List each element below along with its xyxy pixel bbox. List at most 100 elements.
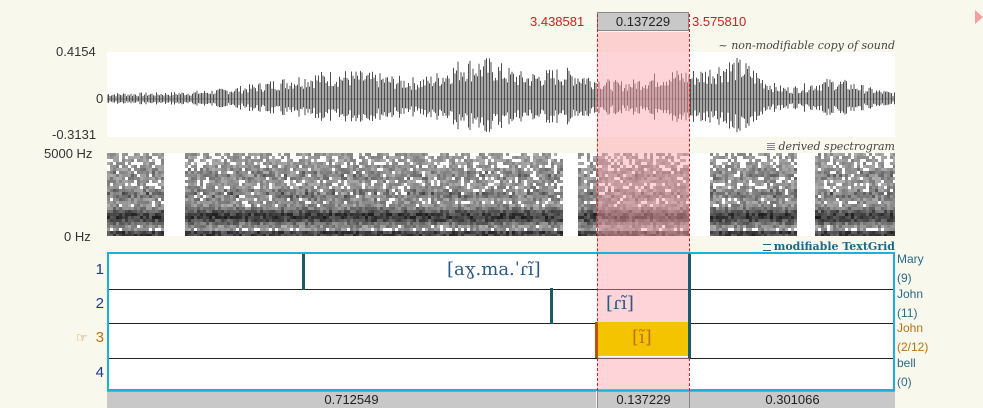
spectrogram-cell (479, 222, 482, 225)
spectrogram-cell (365, 177, 368, 180)
spectrogram-cell (221, 189, 224, 192)
spectrogram-cell (728, 171, 731, 174)
spectrogram-cell (215, 183, 218, 186)
spectrogram-cell (287, 156, 290, 159)
spectrogram-cell (731, 180, 734, 183)
scroll-right-marker-icon[interactable] (975, 10, 983, 24)
spectrogram-cell (725, 201, 728, 204)
spectrogram-cell (125, 168, 128, 171)
spectrogram-cell (332, 234, 335, 236)
spectrogram-cell (389, 231, 392, 234)
spectrogram-cell (518, 168, 521, 171)
spectrogram-cell (767, 174, 770, 177)
spectrogram-cell (371, 204, 374, 207)
spectrogram-cell (488, 159, 491, 162)
selection-duration-box[interactable]: 0.137229 (597, 12, 689, 31)
spectrogram-cell (206, 174, 209, 177)
spectrogram-cell (158, 207, 161, 210)
spectrogram-cell (392, 177, 395, 180)
spectrogram-cell (314, 204, 317, 207)
spectrogram-cell (728, 207, 731, 210)
spectrogram-cell (116, 186, 119, 189)
spectrogram-cell (245, 162, 248, 165)
spectrogram-cell (374, 174, 377, 177)
spectrogram-cell (410, 234, 413, 236)
spectrogram-cell (512, 180, 515, 183)
spectrogram-cell (476, 198, 479, 201)
spectrogram-cell (500, 183, 503, 186)
spectrogram-cell (203, 213, 206, 216)
spectrogram-cell (398, 174, 401, 177)
spectrogram-cell (374, 189, 377, 192)
spectrogram-cell (242, 204, 245, 207)
spectrogram-cell (437, 198, 440, 201)
spectrogram-cell (242, 219, 245, 222)
spectrogram-cell (197, 189, 200, 192)
spectrogram-cell (446, 219, 449, 222)
spectrogram-cell (767, 222, 770, 225)
spectrogram-cell (386, 219, 389, 222)
spectrogram-cell (200, 213, 203, 216)
spectrogram-cell (527, 219, 530, 222)
spectrogram-cell (758, 210, 761, 213)
spectrogram-cell (722, 222, 725, 225)
spectrogram-cell (242, 231, 245, 234)
spectrogram-cell (386, 156, 389, 159)
spectrogram-cell (239, 204, 242, 207)
spectrogram-cell (554, 183, 557, 186)
spectrogram-cell (443, 201, 446, 204)
spectrogram-cell (257, 192, 260, 195)
spectrogram-cell (362, 234, 365, 236)
spectrogram-cell (467, 204, 470, 207)
spectrogram-cell (296, 222, 299, 225)
spectrogram-cell (386, 168, 389, 171)
spectrogram-cell (320, 168, 323, 171)
spectrogram-panel[interactable] (107, 153, 895, 236)
spectrogram-cell (539, 192, 542, 195)
spectrogram-cell (344, 204, 347, 207)
spectrogram-cell (137, 168, 140, 171)
spectrogram-cell (329, 216, 332, 219)
spectrogram-cell (278, 201, 281, 204)
spectrogram-cell (350, 222, 353, 225)
spectrogram-cell (407, 156, 410, 159)
spectrogram-cell (446, 204, 449, 207)
spectrogram-cell (236, 204, 239, 207)
spectrogram-cell (275, 219, 278, 222)
spectrogram-cell (578, 204, 581, 207)
spectrogram-cell (764, 165, 767, 168)
spectrogram-cell (203, 231, 206, 234)
spectrogram-cell (338, 171, 341, 174)
spectrogram-cell (446, 210, 449, 213)
spectrogram-cell (524, 192, 527, 195)
spectrogram-cell (413, 204, 416, 207)
spectrogram-cell (746, 228, 749, 231)
spectrogram-cell (383, 207, 386, 210)
spectrogram-cell (479, 183, 482, 186)
spectrogram-cell (134, 219, 137, 222)
spectrogram-cell (221, 216, 224, 219)
spectrogram-cell (116, 180, 119, 183)
spectrogram-cell (377, 204, 380, 207)
spectrogram-cell (383, 210, 386, 213)
spectrogram-cell (461, 219, 464, 222)
spectrogram-cell (545, 195, 548, 198)
spectrogram-cell (350, 177, 353, 180)
spectrogram-cell (458, 204, 461, 207)
spectrogram-cell (431, 171, 434, 174)
spectrogram-cell (122, 174, 125, 177)
spectrogram-cell (437, 225, 440, 228)
spectrogram-cell (263, 189, 266, 192)
spectrogram-cell (587, 168, 590, 171)
spectrogram-cell (356, 216, 359, 219)
spectrogram-cell (209, 225, 212, 228)
spectrogram-cell (404, 228, 407, 231)
waveform-panel[interactable] (107, 52, 895, 137)
spectrogram-cell (332, 198, 335, 201)
spectrogram-cell (584, 216, 587, 219)
spectrogram-cell (524, 216, 527, 219)
spectrogram-cell (107, 228, 110, 231)
spectrogram-cell (527, 171, 530, 174)
spectrogram-cell (161, 168, 164, 171)
spectrogram-cell (380, 186, 383, 189)
